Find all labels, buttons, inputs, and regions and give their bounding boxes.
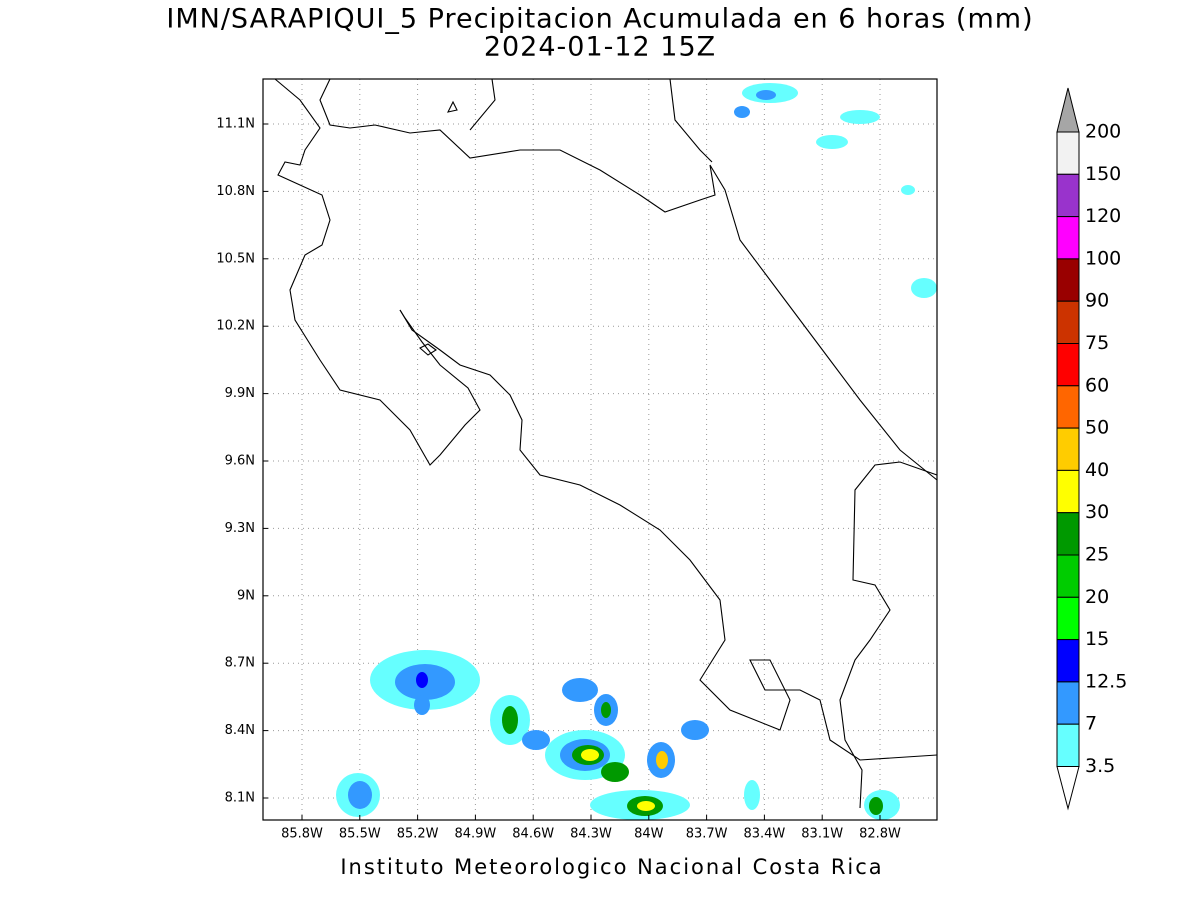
color-box: [1056, 258, 1080, 302]
lat-label: 10.2N: [216, 319, 255, 334]
lon-label: 85.5W: [339, 827, 381, 842]
color-box: [1056, 681, 1080, 725]
precipitation: [336, 83, 937, 820]
colorbar-label: 20: [1085, 586, 1109, 608]
color-box: [1056, 131, 1080, 175]
color-box: [1056, 469, 1080, 514]
colorbar-label: 15: [1085, 628, 1109, 650]
lon-label: 85.2W: [397, 827, 439, 842]
lat-label: 10.5N: [216, 251, 255, 266]
lon-label: 83.1W: [801, 827, 843, 842]
lon-label: 83.7W: [686, 827, 728, 842]
color-box: [1056, 173, 1080, 218]
color-box: [1056, 300, 1080, 345]
color-box: [1056, 427, 1080, 471]
color-box: [1056, 385, 1080, 429]
colorbar-label: 50: [1085, 417, 1109, 439]
colorbar-label: 75: [1085, 332, 1109, 354]
colorbar-label: 25: [1085, 544, 1109, 566]
map: 85.8W 85.5W 85.2W 84.9W 84.6W 84.3W 84W 83.7W 83…: [216, 78, 938, 842]
lat-label: 8.1N: [225, 791, 255, 806]
coastline: [274, 78, 938, 809]
lat-label: 9.6N: [225, 454, 255, 469]
lon-label: 84.9W: [454, 827, 496, 842]
colorbar-label: 3.5: [1085, 755, 1115, 777]
lat-label: 8.4N: [225, 723, 255, 738]
lat-label: 8.7N: [225, 656, 255, 671]
title: IMN/SARAPIQUI_5 Precipitacion Acumulada …: [166, 4, 1033, 35]
colorbar-label: 7: [1085, 713, 1097, 735]
colorbar-label: 40: [1085, 459, 1109, 481]
grid: [263, 79, 937, 820]
colorbar-label: 120: [1085, 205, 1121, 227]
lat-label: 10.8N: [216, 184, 255, 199]
color-box: [1056, 512, 1080, 556]
lon-label: 82.8W: [859, 827, 901, 842]
lon-label: 84.6W: [512, 827, 554, 842]
lon-label: 83.4W: [743, 827, 785, 842]
subtitle: 2024-01-12 15Z: [484, 32, 716, 63]
lat-label: 9N: [237, 588, 255, 603]
lat-label: 9.3N: [225, 521, 255, 536]
over-arrow: [1056, 87, 1080, 133]
lat-label: 11.1N: [216, 117, 255, 132]
colorbar-label: 12.5: [1085, 670, 1127, 692]
lon-label: 84W: [634, 827, 664, 842]
colorbar-label: 60: [1085, 374, 1109, 396]
color-box: [1056, 216, 1080, 260]
color-box: [1056, 639, 1080, 683]
map-frame: [262, 78, 938, 821]
under-arrow: [1056, 766, 1080, 811]
color-box: [1056, 343, 1080, 387]
color-box: [1056, 554, 1080, 598]
lat-label: 9.9N: [225, 386, 255, 401]
colorbar-label: 150: [1085, 163, 1121, 185]
footer: Instituto Meteorologico Nacional Costa R…: [340, 855, 883, 879]
colorbar: 200 150 120 100 90 75 60 50 40 30 25 20 15 12.5 7 3.5: [1056, 87, 1127, 811]
color-box: [1056, 596, 1080, 641]
ticks: 85.8W 85.5W 85.2W 84.9W 84.6W 84.3W 84W 83.7W 83…: [216, 117, 901, 842]
lon-label: 85.8W: [281, 827, 323, 842]
colorbar-label: 90: [1085, 290, 1109, 312]
colorbar-label: 200: [1085, 121, 1121, 143]
colorbar-label: 100: [1085, 247, 1121, 269]
lon-label: 84.3W: [570, 827, 612, 842]
colorbar-label: 30: [1085, 501, 1109, 523]
color-box: [1056, 723, 1080, 768]
